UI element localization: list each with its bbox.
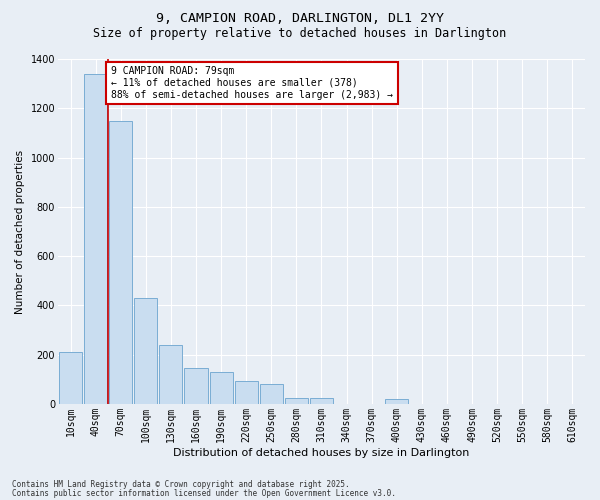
Bar — [235, 380, 258, 404]
Text: 9 CAMPION ROAD: 79sqm
← 11% of detached houses are smaller (378)
88% of semi-det: 9 CAMPION ROAD: 79sqm ← 11% of detached … — [110, 66, 392, 100]
Bar — [134, 298, 157, 404]
Bar — [285, 398, 308, 404]
Bar — [209, 372, 233, 404]
Text: Size of property relative to detached houses in Darlington: Size of property relative to detached ho… — [94, 28, 506, 40]
Bar — [385, 399, 409, 404]
X-axis label: Distribution of detached houses by size in Darlington: Distribution of detached houses by size … — [173, 448, 470, 458]
Bar — [184, 368, 208, 404]
Bar — [84, 74, 107, 404]
Bar — [109, 120, 132, 404]
Text: 9, CAMPION ROAD, DARLINGTON, DL1 2YY: 9, CAMPION ROAD, DARLINGTON, DL1 2YY — [156, 12, 444, 26]
Bar — [59, 352, 82, 404]
Text: Contains public sector information licensed under the Open Government Licence v3: Contains public sector information licen… — [12, 488, 396, 498]
Bar — [160, 345, 182, 404]
Bar — [260, 384, 283, 404]
Text: Contains HM Land Registry data © Crown copyright and database right 2025.: Contains HM Land Registry data © Crown c… — [12, 480, 350, 489]
Y-axis label: Number of detached properties: Number of detached properties — [15, 150, 25, 314]
Bar — [310, 398, 333, 404]
